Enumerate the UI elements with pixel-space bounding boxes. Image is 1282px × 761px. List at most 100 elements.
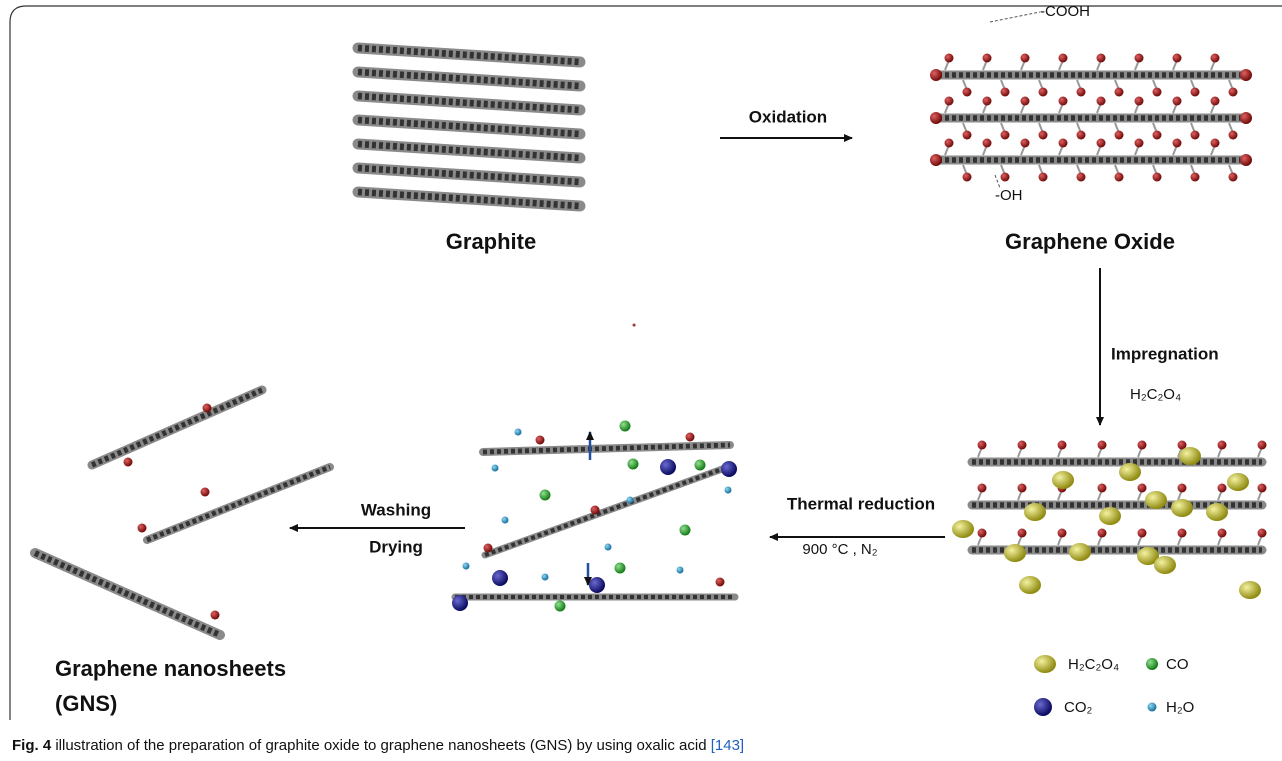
caption-ref[interactable]: [143] (711, 737, 744, 754)
step-condition: H₂C₂O₄ (1130, 386, 1181, 403)
molecule (124, 458, 133, 467)
label: Graphene Oxide (1005, 229, 1175, 254)
molecule (1154, 556, 1176, 574)
legend-marker (1034, 655, 1056, 673)
molecule (680, 525, 691, 536)
step-condition: 900 °C , N₂ (802, 541, 877, 558)
molecule (721, 461, 737, 477)
molecule (1115, 88, 1124, 97)
legend-label: CO₂ (1064, 699, 1093, 716)
molecule (1138, 441, 1147, 450)
molecule (1191, 173, 1200, 182)
molecule (1211, 139, 1220, 148)
molecule (1058, 529, 1067, 538)
molecule (1115, 131, 1124, 140)
molecule (1059, 54, 1068, 63)
molecule (1059, 139, 1068, 148)
molecule (589, 577, 605, 593)
molecule (605, 544, 612, 551)
molecule (1171, 499, 1193, 517)
molecule (1227, 473, 1249, 491)
molecule (930, 69, 942, 81)
molecule (1229, 131, 1238, 140)
label: (GNS) (55, 691, 117, 716)
molecule (945, 54, 954, 63)
molecule (1039, 131, 1048, 140)
molecule (1145, 491, 1167, 509)
molecule (1039, 88, 1048, 97)
step-label: Oxidation (749, 107, 827, 126)
molecule (1097, 139, 1106, 148)
molecule (1153, 131, 1162, 140)
caption-text: illustration of the preparation of graph… (51, 737, 711, 754)
molecule (627, 497, 634, 504)
molecule (1097, 54, 1106, 63)
molecule (555, 601, 566, 612)
molecule (1191, 131, 1200, 140)
molecule (1206, 503, 1228, 521)
molecule (492, 465, 499, 472)
molecule (1021, 97, 1030, 106)
molecule (1077, 173, 1086, 182)
molecule (1135, 54, 1144, 63)
figure: Graphite Graphene Oxide Graphene nanoshe… (0, 0, 1282, 761)
molecule (978, 529, 987, 538)
molecule (945, 97, 954, 106)
molecule (1178, 484, 1187, 493)
molecule (1138, 529, 1147, 538)
legend-label: H₂O (1166, 699, 1194, 716)
molecule (963, 131, 972, 140)
molecule (1138, 484, 1147, 493)
molecule (1024, 503, 1046, 521)
molecule (620, 421, 631, 432)
molecule (1119, 463, 1141, 481)
molecule (1191, 88, 1200, 97)
molecule (484, 544, 493, 553)
molecule (1001, 88, 1010, 97)
molecule (1135, 139, 1144, 148)
molecule (677, 567, 684, 574)
molecule (1099, 507, 1121, 525)
molecule (1240, 154, 1252, 166)
molecule (1173, 139, 1182, 148)
molecule (1001, 131, 1010, 140)
molecule (1153, 88, 1162, 97)
molecule (201, 488, 210, 497)
molecule (1173, 97, 1182, 106)
molecule (1077, 131, 1086, 140)
molecule (615, 563, 626, 574)
molecule (591, 506, 600, 515)
molecule (1039, 173, 1048, 182)
molecule (211, 611, 220, 620)
molecule (1153, 173, 1162, 182)
molecule (1059, 97, 1068, 106)
molecule (1097, 97, 1106, 106)
molecule (1052, 471, 1074, 489)
illustrations (35, 48, 1267, 635)
annotation: -COOH (1040, 3, 1090, 20)
molecule (1077, 88, 1086, 97)
molecule (515, 429, 522, 436)
molecule (716, 578, 725, 587)
molecule (1018, 529, 1027, 538)
molecule (930, 112, 942, 124)
step-label: Washing (361, 500, 431, 519)
molecule (930, 154, 942, 166)
molecule (1240, 69, 1252, 81)
molecule (660, 459, 676, 475)
figure-border (10, 6, 1282, 720)
molecule (203, 404, 212, 413)
molecule (542, 574, 549, 581)
page: {"figure": { "labels": {"graphite": "Gra… (0, 0, 1282, 761)
molecule (492, 570, 508, 586)
molecule (1021, 139, 1030, 148)
molecule (1018, 441, 1027, 450)
step-label: Impregnation (1111, 344, 1219, 363)
step-label: Drying (369, 537, 423, 556)
molecule (1229, 173, 1238, 182)
molecule (1258, 441, 1267, 450)
molecule (628, 459, 639, 470)
molecule (1069, 543, 1091, 561)
caption: Fig. 4 illustration of the preparation o… (12, 737, 744, 754)
molecule (536, 436, 545, 445)
